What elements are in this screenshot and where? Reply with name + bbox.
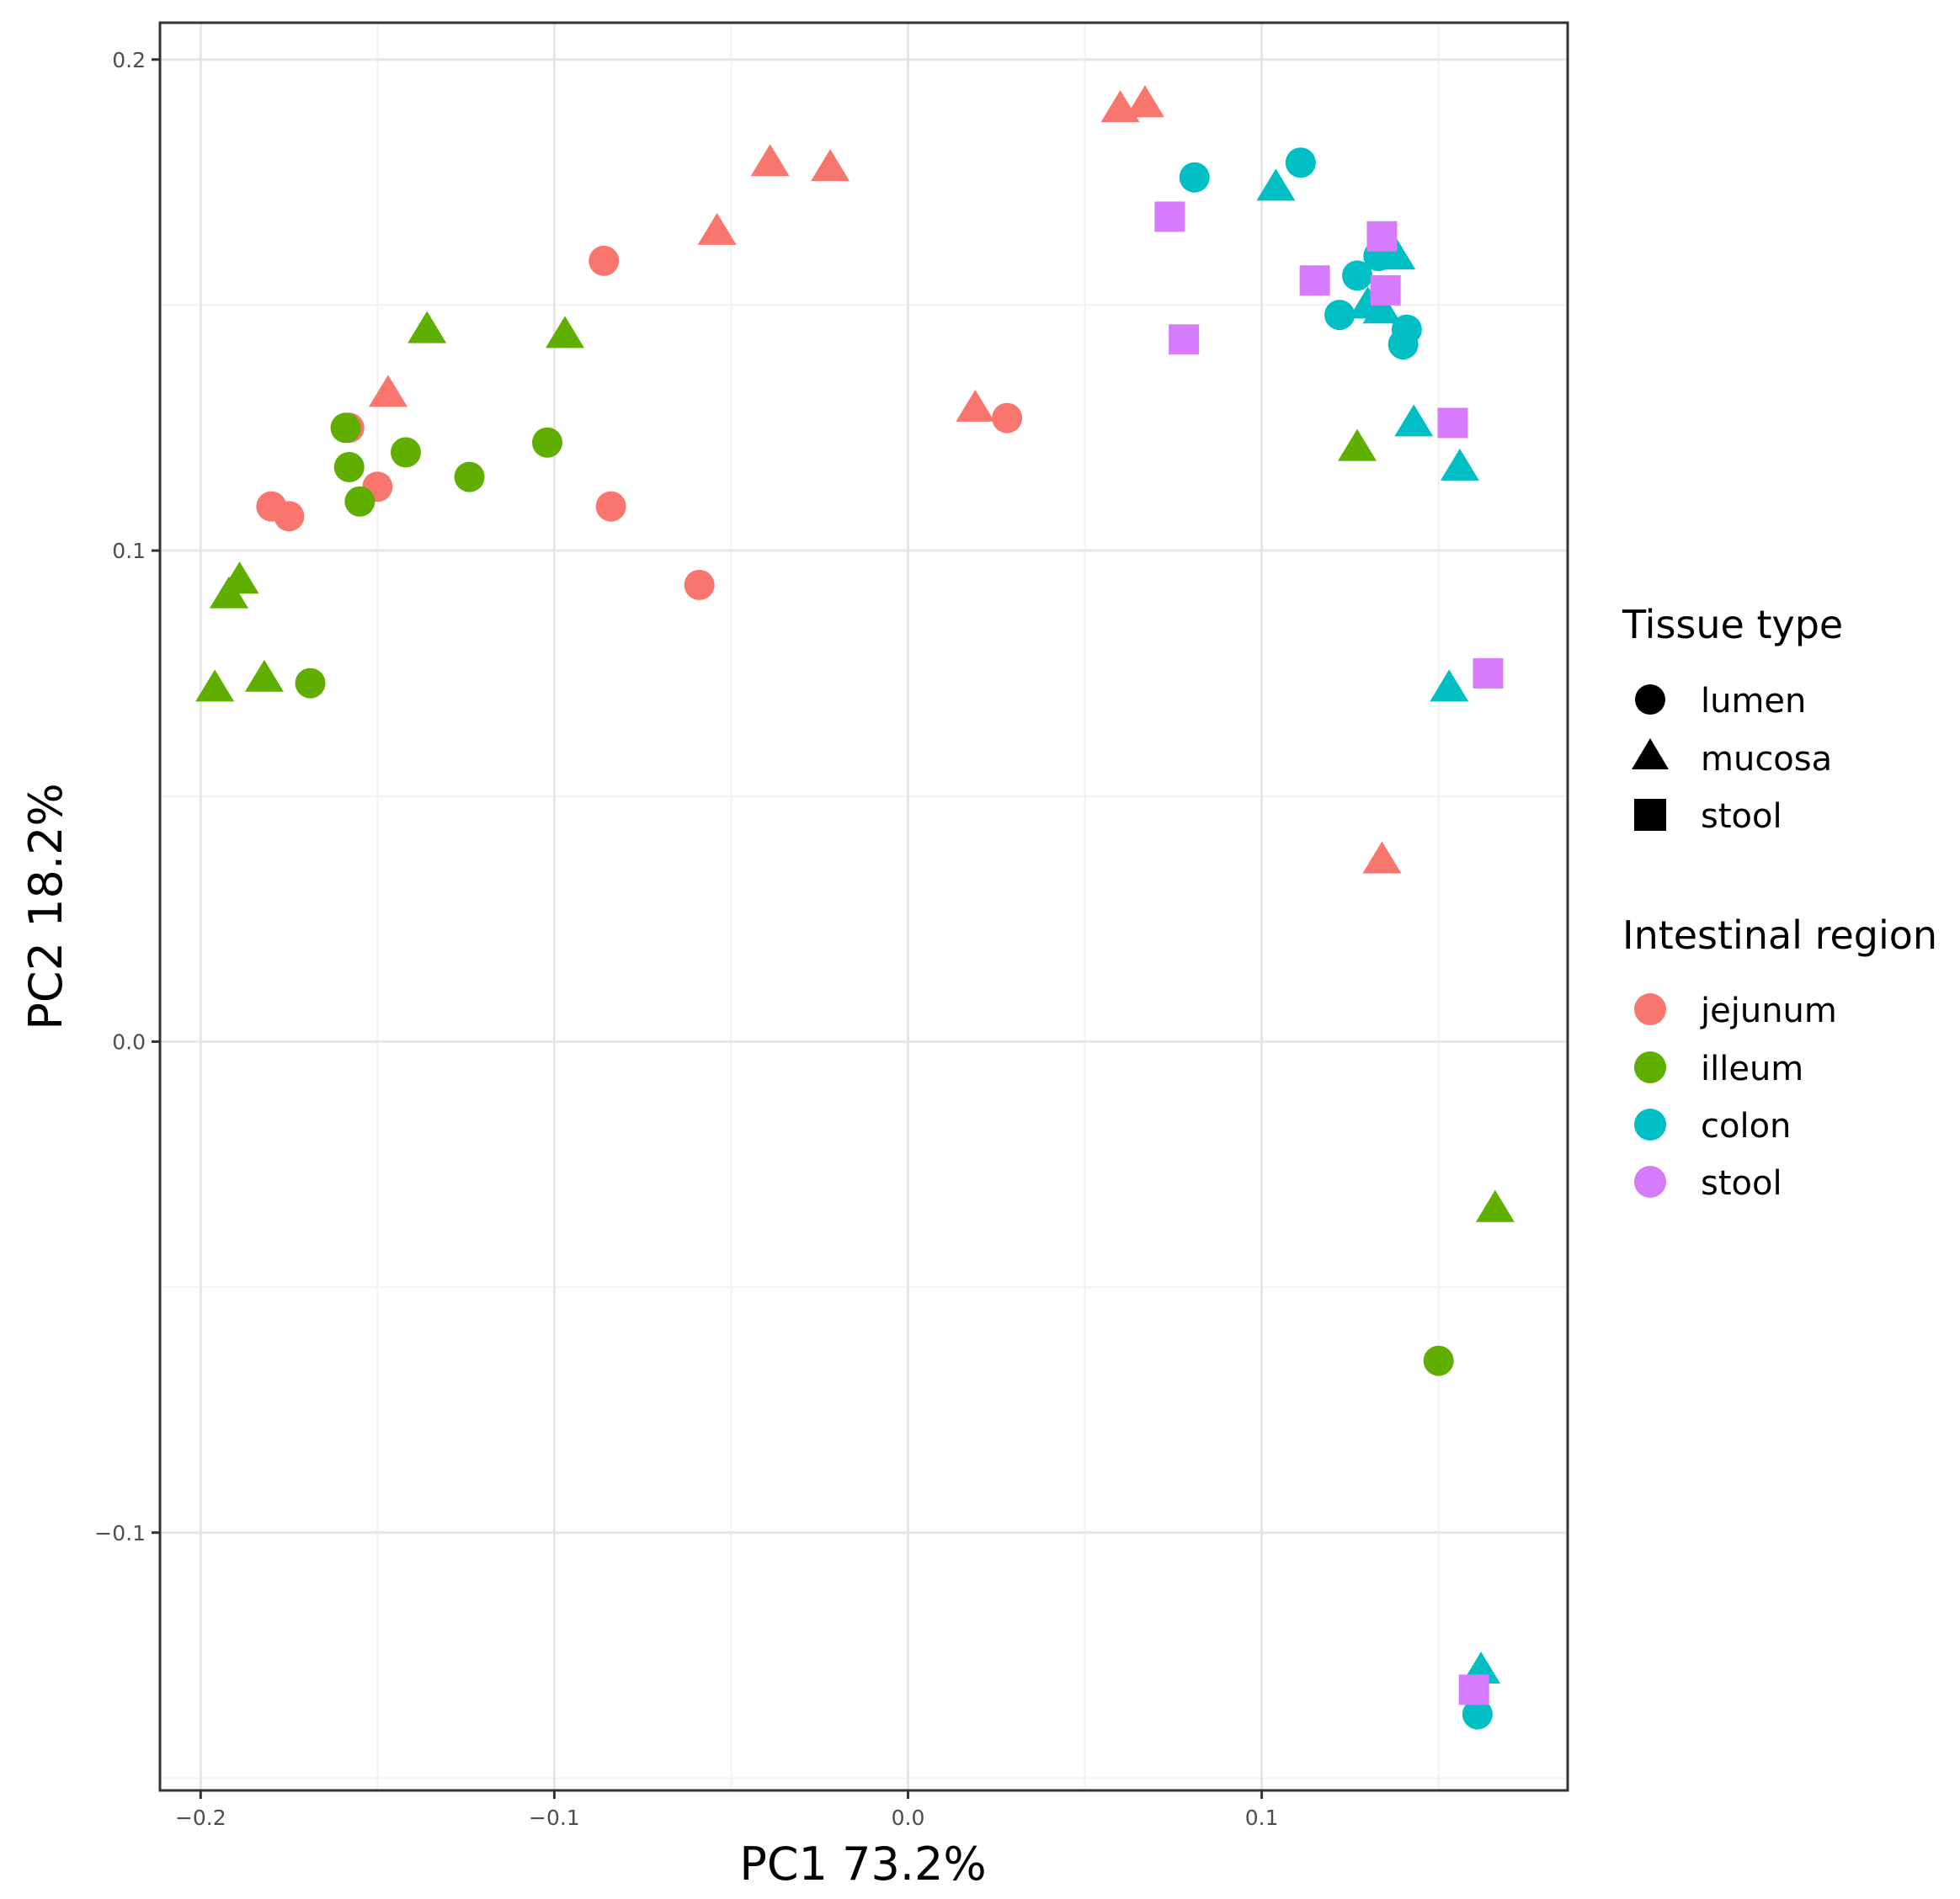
data-point-jejunum-lumen [589,245,620,276]
legend-label-mucosa: mucosa [1701,740,1832,779]
data-point-illeum-lumen [390,437,421,468]
plot-panel-border [158,21,1569,1792]
data-point-stool-stool [1437,407,1468,439]
legend-label-stool-tissue: stool [1701,797,1782,836]
data-point-stool-stool [1169,324,1200,355]
data-point-colon-mucosa [1362,291,1402,324]
x-axis-title: PC1 73.2% [739,1838,986,1891]
data-point-colon-lumen [1387,329,1419,360]
x-tick-label: 0.1 [1245,1806,1279,1830]
data-point-jejunum-lumen [274,501,305,532]
legend-illeum-swatch [1634,1051,1666,1083]
y-axis-title: PC2 18.2% [19,783,72,1029]
data-point-illeum-lumen [1423,1345,1454,1376]
data-point-stool-stool [1458,1674,1489,1705]
data-point-jejunum-lumen [595,491,626,522]
y-tick-label: 0.0 [112,1029,146,1054]
data-point-jejunum-mucosa [1362,841,1402,874]
data-point-colon-mucosa [1377,237,1416,270]
data-point-illeum-mucosa [1338,428,1377,461]
data-point-jejunum-lumen [684,569,715,600]
data-point-jejunum-mucosa [811,149,850,182]
legend-label-stool-region: stool [1701,1164,1782,1203]
data-point-illeum-lumen [532,427,563,458]
data-point-illeum-mucosa [546,316,585,348]
grid-lines [160,23,1568,1790]
data-point-illeum-mucosa [407,311,447,343]
legend-circle-icon [1635,684,1665,715]
x-tick-label: −0.2 [175,1806,226,1830]
legend-jejunum-swatch [1634,993,1666,1025]
data-point-illeum-mucosa [209,576,248,609]
data-point-illeum-mucosa [195,669,235,702]
y-tick-label: 0.2 [112,48,146,72]
legend-triangle-icon [1632,738,1669,769]
data-point-jejunum-mucosa [956,389,995,422]
data-point-colon-mucosa [1430,669,1469,702]
data-point-illeum-lumen [330,412,361,444]
data-point-stool-stool [1154,201,1185,232]
data-points [195,85,1515,1730]
data-point-jejunum-mucosa [1125,85,1164,118]
data-point-stool-stool [1370,274,1401,306]
data-point-stool-stool [1366,221,1398,252]
data-point-illeum-lumen [454,461,485,492]
legend-stool-swatch [1634,1166,1666,1198]
data-point-colon-mucosa [1440,448,1479,481]
legend-intestinal-region: Intestinal region jejunum illeum colon s… [1622,912,1937,1203]
axis-ticks: −0.2 −0.1 0.0 0.1 0.2 0.1 0.0 −0.1 [94,48,1278,1830]
data-point-jejunum-mucosa [368,375,407,407]
data-point-colon-lumen [1324,300,1355,331]
data-point-illeum-lumen [295,668,326,699]
data-point-colon-mucosa [1394,404,1434,437]
data-point-illeum-lumen [344,486,375,517]
legend-tissue-type: Tissue type lumen mucosa stool [1622,602,1843,836]
y-tick-label: 0.1 [112,539,146,563]
data-point-stool-stool [1473,657,1504,689]
legend-label-illeum: illeum [1701,1050,1803,1088]
data-point-colon-lumen [1342,260,1373,291]
legend-label-lumen: lumen [1701,682,1806,721]
legend-label-colon: colon [1701,1107,1791,1146]
x-tick-label: 0.0 [892,1806,925,1830]
legend-label-jejunum: jejunum [1700,992,1837,1030]
x-tick-label: −0.1 [529,1806,580,1830]
data-point-stool-stool [1299,265,1330,296]
data-point-colon-lumen [1285,147,1316,178]
data-point-illeum-mucosa [244,659,284,692]
y-tick-label: −0.1 [94,1521,146,1545]
legend-tissue-title: Tissue type [1622,602,1843,647]
legend-colon-swatch [1634,1109,1666,1141]
data-point-illeum-lumen [333,451,365,482]
data-point-jejunum-mucosa [697,212,737,245]
legend-region-title: Intestinal region [1622,912,1937,958]
data-point-jejunum-lumen [992,402,1023,434]
data-point-colon-lumen [1179,162,1210,193]
data-point-jejunum-mucosa [750,144,790,177]
legend-square-icon [1634,799,1666,831]
data-point-colon-lumen [1462,1699,1493,1730]
data-point-colon-mucosa [1256,168,1296,201]
data-point-illeum-mucosa [1475,1189,1515,1222]
